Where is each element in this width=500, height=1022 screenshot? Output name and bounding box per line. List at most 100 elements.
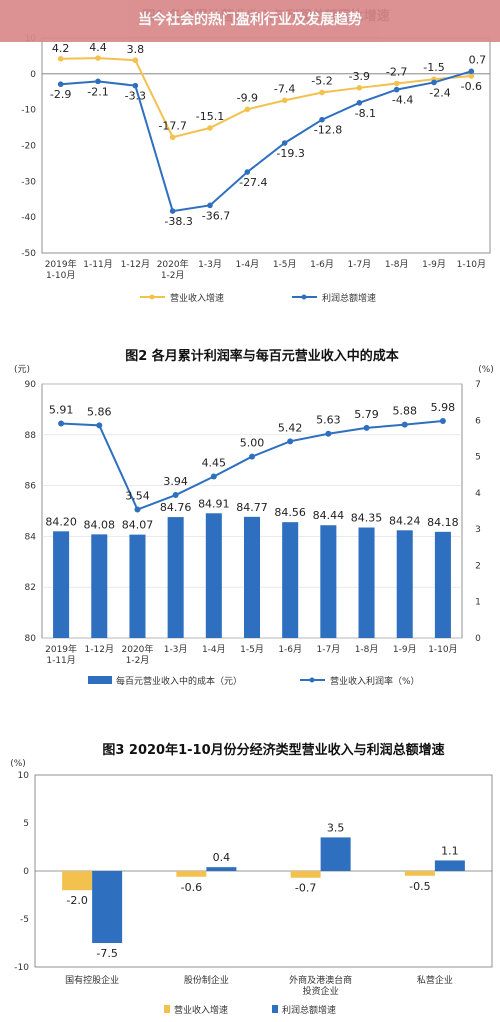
chart1-data-label: -12.8 bbox=[314, 124, 342, 137]
chart1-data-label: -2.4 bbox=[429, 86, 450, 99]
chart1-data-label: -27.4 bbox=[239, 176, 267, 189]
chart2-line-label: 5.00 bbox=[240, 437, 265, 450]
banner-title: 当今社会的热门盈利行业及发展趋势 bbox=[138, 12, 362, 28]
chart1-point bbox=[207, 202, 213, 209]
chart2-point bbox=[172, 492, 179, 499]
chart2-ytick-right: 4 bbox=[475, 489, 481, 499]
chart3-data-label: -0.7 bbox=[295, 882, 316, 895]
chart2-ytick-right: 7 bbox=[475, 380, 481, 390]
chart1-point bbox=[169, 208, 176, 214]
chart1-point bbox=[169, 134, 176, 141]
chart3-title: 图3 2020年1-10月份分经济类型营业收入与利润总额增速 bbox=[102, 742, 444, 758]
chart1-xtick: 2019年 1-10月 bbox=[45, 258, 77, 281]
chart1-data-label: -2.1 bbox=[87, 85, 108, 98]
chart2-ytick-right: 2 bbox=[475, 561, 481, 571]
chart1-xtick: 1-11月 bbox=[83, 259, 112, 270]
chart2-xtick: 1-4月 bbox=[202, 644, 226, 655]
chart2-bar bbox=[282, 522, 299, 638]
chart2-ytick-right: 6 bbox=[475, 416, 481, 426]
chart1-xtick: 1-6月 bbox=[310, 259, 334, 270]
chart2-ytick-left: 90 bbox=[25, 380, 37, 390]
chart2-ylabel-right: (%) bbox=[478, 365, 494, 375]
chart1-point bbox=[356, 100, 363, 106]
chart2-point bbox=[363, 424, 370, 431]
top-banner: 当今社会的热门盈利行业及发展趋势 bbox=[0, 0, 500, 42]
chart2-xtick: 1-5月 bbox=[240, 644, 264, 655]
chart3-xtick: 私营企业 bbox=[417, 974, 453, 986]
chart3-legend-swatch bbox=[272, 1005, 278, 1013]
chart3-ytick: -10 bbox=[14, 963, 29, 973]
chart2-line-label: 5.42 bbox=[278, 421, 303, 434]
chart1-point bbox=[207, 125, 213, 131]
chart2-series-line bbox=[61, 420, 444, 511]
chart1-ytick: -40 bbox=[21, 213, 36, 223]
chart3-ytick: 10 bbox=[18, 771, 30, 781]
chart2-line-label: 5.86 bbox=[87, 405, 112, 418]
chart1-point bbox=[244, 106, 251, 113]
chart1-point bbox=[57, 81, 64, 88]
chart3-bar bbox=[92, 871, 123, 943]
chart2-bar bbox=[358, 527, 375, 638]
chart1-data-label: -19.3 bbox=[276, 147, 304, 160]
chart1-point bbox=[132, 82, 139, 89]
chart2-bar-label: 84.18 bbox=[427, 516, 459, 529]
chart1-data-label: 3.8 bbox=[127, 43, 145, 56]
chart2-bar-label: 84.24 bbox=[389, 514, 421, 527]
chart3-data-label: 0.4 bbox=[213, 851, 231, 864]
chart3-bar bbox=[206, 867, 237, 871]
chart2-point bbox=[58, 420, 65, 427]
chart1-data-label: 4.4 bbox=[89, 41, 107, 54]
chart1-xtick: 1-9月 bbox=[422, 259, 446, 270]
chart3-xtick: 股份制企业 bbox=[184, 974, 229, 986]
chart2-bar bbox=[243, 516, 261, 638]
chart1-data-label: -4.4 bbox=[392, 94, 413, 107]
chart2-bar bbox=[434, 531, 451, 638]
chart1-legend-label: 利润总额增速 bbox=[322, 292, 376, 304]
chart1-point bbox=[468, 68, 475, 75]
chart2-bar bbox=[320, 525, 337, 638]
chart2-xtick: 1-9月 bbox=[393, 644, 417, 655]
chart3-bar bbox=[434, 860, 465, 871]
chart2-bar bbox=[167, 517, 184, 638]
chart3-ytick: 5 bbox=[23, 819, 29, 829]
chart2-xtick: 2019年 1-11月 bbox=[45, 643, 77, 666]
chart1-legend-marker bbox=[149, 294, 155, 300]
chart1-point bbox=[95, 55, 101, 61]
chart1-point bbox=[132, 57, 139, 64]
chart2-bar bbox=[91, 534, 108, 638]
chart3-ylabel: (%) bbox=[10, 759, 26, 769]
chart2-xtick: 1-3月 bbox=[164, 644, 188, 655]
chart1-xtick: 1-7月 bbox=[347, 259, 371, 270]
chart1-point bbox=[393, 86, 400, 93]
chart2-bar-label: 84.77 bbox=[236, 501, 268, 514]
chart1-xtick: 1-3月 bbox=[198, 259, 222, 270]
chart3-xtick: 外商及港澳台商投资企业 bbox=[289, 974, 352, 997]
chart3-data-label: -2.0 bbox=[66, 894, 87, 907]
chart2-title: 图2 各月累计利润率与每百元营业收入中的成本 bbox=[125, 348, 399, 364]
chart2-ytick-left: 88 bbox=[25, 431, 37, 441]
chart2-bar bbox=[129, 534, 146, 638]
chart2-line-label: 5.98 bbox=[431, 401, 456, 414]
chart1-ytick: -20 bbox=[21, 142, 36, 152]
chart2-line-label: 3.94 bbox=[163, 475, 188, 488]
chart2-bar-label: 84.76 bbox=[160, 501, 192, 514]
chart3-data-label: 1.1 bbox=[441, 844, 459, 857]
chart1-ytick: 0 bbox=[30, 70, 36, 80]
chart2-bar-label: 84.35 bbox=[351, 512, 383, 525]
chart3-legend-label: 利润总额增速 bbox=[282, 1004, 336, 1016]
chart2-xtick: 2020年 1-2月 bbox=[122, 643, 154, 666]
chart2-xtick: 1-6月 bbox=[278, 644, 302, 655]
chart2-line-label: 5.63 bbox=[316, 414, 341, 427]
chart1-data-label: -38.3 bbox=[164, 215, 192, 228]
chart2-line-label: 3.54 bbox=[125, 490, 150, 503]
chart1-data-label: -3.3 bbox=[125, 90, 146, 103]
chart2-xtick: 1-10月 bbox=[428, 644, 457, 655]
chart2-ylabel-left: (元) bbox=[14, 365, 30, 375]
chart1-series-line bbox=[60, 70, 472, 213]
chart1-xtick: 1-4月 bbox=[235, 259, 259, 270]
chart1-data-label: -1.5 bbox=[423, 61, 444, 74]
chart2-legend-label: 营业收入利润率（%） bbox=[330, 675, 420, 687]
chart1-point bbox=[281, 140, 288, 146]
chart3-ytick: -5 bbox=[20, 915, 29, 925]
chart1-data-label: -5.2 bbox=[311, 74, 332, 87]
